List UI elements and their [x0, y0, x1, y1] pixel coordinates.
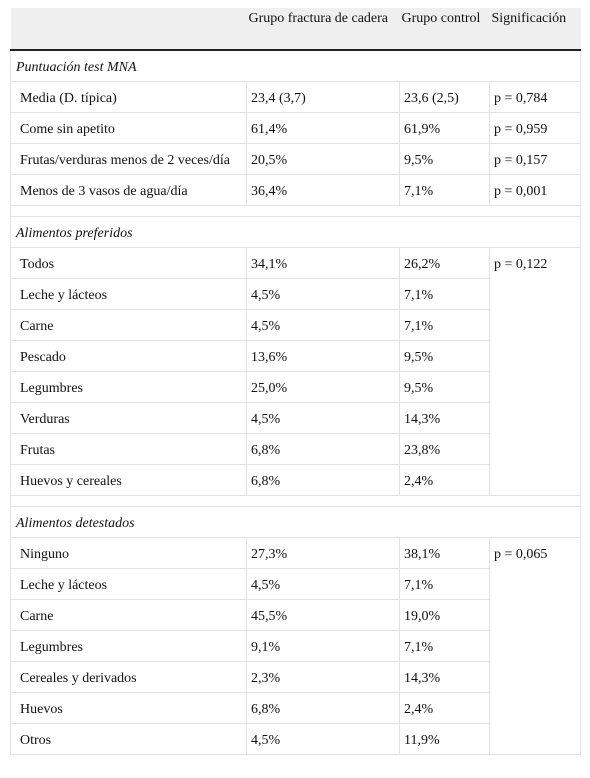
cell: 34,1% [246, 246, 400, 279]
significance: p = 0,122 [489, 246, 581, 496]
data-row: Otros 4,5% 11,9% [10, 722, 581, 755]
cell: p = 0,784 [489, 80, 581, 113]
cell: 2,4% [399, 463, 490, 496]
row-label: Leche y lácteos [10, 567, 247, 600]
cell: 61,9% [399, 111, 490, 144]
cell: 9,1% [246, 629, 400, 662]
row-label: Leche y lácteos [10, 277, 247, 310]
data-row: Legumbres 9,1% 7,1% [10, 629, 581, 662]
row-label: Media (D. típica) [10, 80, 247, 113]
spacer-row [10, 494, 581, 507]
cell: 14,3% [399, 660, 490, 693]
row-label: Carne [10, 308, 247, 341]
data-row: Huevos y cereales 6,8% 2,4% [10, 463, 581, 496]
cell: 4,5% [246, 567, 400, 600]
cell: 6,8% [246, 463, 400, 496]
cell: 2,3% [246, 660, 400, 693]
row-label: Frutas [10, 432, 247, 465]
data-row: Ninguno 27,3% 38,1% p = 0,065 [10, 536, 581, 755]
cell: p = 0,001 [489, 173, 581, 206]
cell: p = 0,157 [489, 142, 581, 175]
cell: 23,8% [399, 432, 490, 465]
cell: 4,5% [246, 722, 400, 755]
cell: 7,1% [399, 308, 490, 341]
row-label: Cereales y derivados [10, 660, 247, 693]
cell: 36,4% [246, 173, 400, 206]
data-row: Frutas/verduras menos de 2 veces/día 20,5… [10, 142, 581, 175]
cell: 38,1% [399, 536, 490, 569]
row-label: Otros [10, 722, 247, 755]
row-label: Frutas/verduras menos de 2 veces/día [10, 142, 247, 175]
data-row: Leche y lácteos 4,5% 7,1% [10, 277, 581, 310]
header-cell [10, 8, 247, 51]
cell: 7,1% [399, 567, 490, 600]
cell: 23,4 (3,7) [246, 80, 400, 113]
row-label: Todos [10, 246, 247, 279]
data-row: Carne 4,5% 7,1% [10, 308, 581, 341]
significance: p = 0,065 [489, 536, 581, 755]
section-row: Puntuación test MNA [10, 49, 581, 82]
data-table: Grupo fractura de cadera Grupo control Sig… [10, 8, 581, 755]
data-row: Frutas 6,8% 23,8% [10, 432, 581, 465]
data-row: Todos 34,1% 26,2% p = 0,122 [10, 246, 581, 496]
row-label: Menos de 3 vasos de agua/día [10, 173, 247, 206]
cell: 45,5% [246, 598, 400, 631]
section-title: Alimentos detestados [10, 505, 581, 538]
data-row: Cereales y derivados 2,3% 14,3% [10, 660, 581, 693]
cell: p = 0,959 [489, 111, 581, 144]
cell: 11,9% [399, 722, 490, 755]
cell: 6,8% [246, 432, 400, 465]
cell: 13,6% [246, 339, 400, 372]
row-label: Legumbres [10, 370, 247, 403]
spacer-cell [10, 204, 581, 217]
cell: 19,0% [399, 598, 490, 631]
section-title: Puntuación test MNA [10, 49, 581, 82]
cell: 25,0% [246, 370, 400, 403]
row-label: Huevos [10, 691, 247, 724]
data-row: Media (D. típica) 23,4 (3,7) 23,6 (2,5) p =… [10, 80, 581, 113]
cell: 4,5% [246, 277, 400, 310]
row-label: Huevos y cereales [10, 463, 247, 496]
data-row: Legumbres 25,0% 9,5% [10, 370, 581, 403]
row-label: Pescado [10, 339, 247, 372]
cell: 14,3% [399, 401, 490, 434]
cell: 2,4% [399, 691, 490, 724]
section-title: Alimentos preferidos [10, 215, 581, 248]
data-row: Leche y lácteos 4,5% 7,1% [10, 567, 581, 600]
row-label: Come sin apetito [10, 111, 247, 144]
data-row: Pescado 13,6% 9,5% [10, 339, 581, 372]
header-cell: Grupo control [399, 8, 490, 51]
data-row: Carne 45,5% 19,0% [10, 598, 581, 631]
cell: 7,1% [399, 629, 490, 662]
cell: 9,5% [399, 142, 490, 175]
cell: 6,8% [246, 691, 400, 724]
cell: 61,4% [246, 111, 400, 144]
header-row: Grupo fractura de cadera Grupo control Sig… [10, 8, 581, 51]
spacer-row [10, 204, 581, 217]
cell: 4,5% [246, 308, 400, 341]
section-row: Alimentos preferidos [10, 215, 581, 248]
cell: 23,6 (2,5) [399, 80, 490, 113]
cell: 7,1% [399, 173, 490, 206]
cell: 9,5% [399, 339, 490, 372]
section-row: Alimentos detestados [10, 505, 581, 538]
row-label: Carne [10, 598, 247, 631]
cell: 20,5% [246, 142, 400, 175]
cell: 27,3% [246, 536, 400, 569]
data-row: Verduras 4,5% 14,3% [10, 401, 581, 434]
cell: 9,5% [399, 370, 490, 403]
row-label: Legumbres [10, 629, 247, 662]
data-row: Come sin apetito 61,4% 61,9% p = 0,959 [10, 111, 581, 144]
data-row: Menos de 3 vasos de agua/día 36,4% 7,1% p =… [10, 173, 581, 206]
cell: 7,1% [399, 277, 490, 310]
cell: 26,2% [399, 246, 490, 279]
row-label: Verduras [10, 401, 247, 434]
cell: 4,5% [246, 401, 400, 434]
header-cell: Grupo fractura de cadera [246, 8, 400, 51]
spacer-cell [10, 494, 581, 507]
header-cell: Significación [489, 8, 581, 51]
row-label: Ninguno [10, 536, 247, 569]
